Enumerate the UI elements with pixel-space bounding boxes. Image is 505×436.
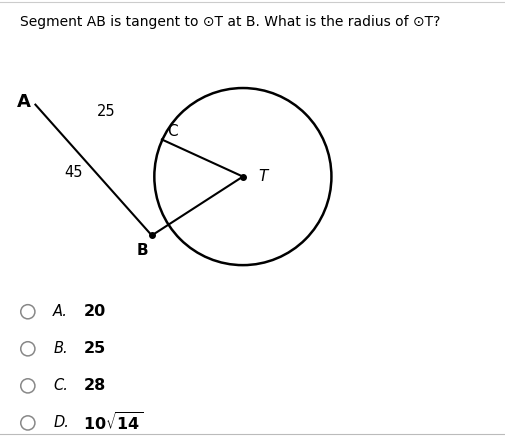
Text: 20: 20	[83, 304, 106, 319]
Text: A: A	[17, 93, 31, 112]
Text: B.: B.	[53, 341, 68, 356]
Text: C: C	[167, 124, 177, 139]
Text: $\mathbf{10\sqrt{14}}$: $\mathbf{10\sqrt{14}}$	[83, 412, 143, 434]
Text: 25: 25	[97, 104, 115, 119]
Text: T: T	[258, 169, 267, 184]
Text: 28: 28	[83, 378, 106, 393]
Text: C.: C.	[53, 378, 68, 393]
Text: A.: A.	[53, 304, 68, 319]
Text: Segment AB is tangent to ⊙T at B. What is the radius of ⊙T?: Segment AB is tangent to ⊙T at B. What i…	[20, 15, 440, 29]
Text: D.: D.	[53, 416, 69, 430]
Text: 25: 25	[83, 341, 106, 356]
Text: 45: 45	[64, 165, 82, 180]
Text: B: B	[137, 243, 148, 258]
